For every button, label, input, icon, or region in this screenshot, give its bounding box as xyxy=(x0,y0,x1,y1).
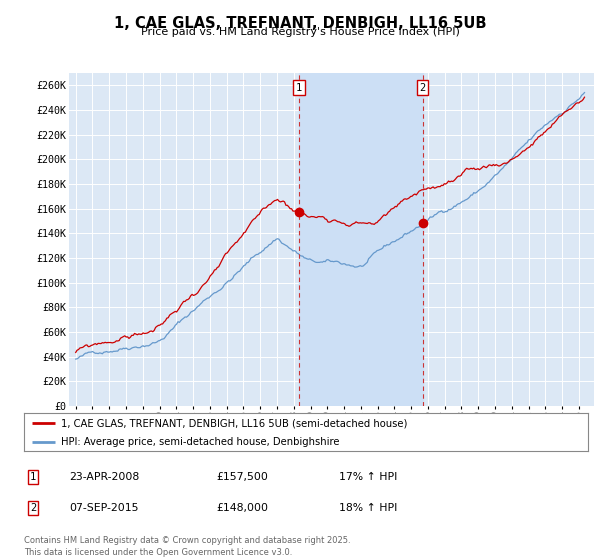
Text: 17% ↑ HPI: 17% ↑ HPI xyxy=(339,472,397,482)
Text: 1: 1 xyxy=(30,472,36,482)
Text: £157,500: £157,500 xyxy=(216,472,268,482)
Text: 18% ↑ HPI: 18% ↑ HPI xyxy=(339,503,397,513)
Text: 1, CAE GLAS, TREFNANT, DENBIGH, LL16 5UB (semi-detached house): 1, CAE GLAS, TREFNANT, DENBIGH, LL16 5UB… xyxy=(61,418,407,428)
Text: HPI: Average price, semi-detached house, Denbighshire: HPI: Average price, semi-detached house,… xyxy=(61,437,339,447)
Bar xyxy=(299,73,422,406)
Text: 1, CAE GLAS, TREFNANT, DENBIGH, LL16 5UB: 1, CAE GLAS, TREFNANT, DENBIGH, LL16 5UB xyxy=(114,16,486,31)
Text: 2: 2 xyxy=(419,83,426,92)
Text: 23-APR-2008: 23-APR-2008 xyxy=(69,472,139,482)
Text: Contains HM Land Registry data © Crown copyright and database right 2025.
This d: Contains HM Land Registry data © Crown c… xyxy=(24,536,350,557)
Text: £148,000: £148,000 xyxy=(216,503,268,513)
Text: 2: 2 xyxy=(30,503,36,513)
Text: 1: 1 xyxy=(296,83,302,92)
Text: 07-SEP-2015: 07-SEP-2015 xyxy=(69,503,139,513)
Text: Price paid vs. HM Land Registry's House Price Index (HPI): Price paid vs. HM Land Registry's House … xyxy=(140,27,460,37)
